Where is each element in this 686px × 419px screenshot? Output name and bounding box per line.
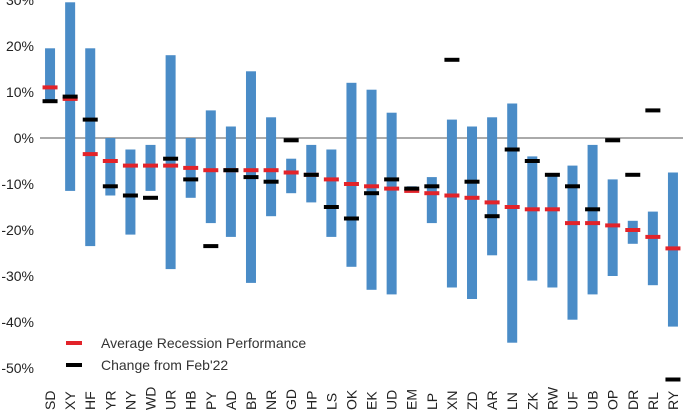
x-tick-label: NY — [122, 390, 138, 410]
x-tick-label: SD — [42, 391, 58, 410]
range-bar-RL — [647, 211, 658, 286]
range-bar-UB — [587, 144, 598, 295]
range-bar-AD — [225, 126, 236, 237]
x-tick-label: UB — [585, 391, 601, 410]
x-tick-label: HP — [303, 391, 319, 410]
range-bar-SD — [45, 48, 56, 102]
range-bar-LN — [507, 103, 518, 343]
range-bar-AR — [487, 117, 498, 256]
x-tick-label: OP — [605, 390, 621, 410]
x-tick-label: AD — [223, 391, 239, 410]
range-bar-WD — [145, 144, 156, 191]
x-tick-label: XY — [62, 391, 78, 410]
range-bar-EK — [366, 89, 377, 290]
x-tick-label: RY — [665, 390, 681, 410]
x-tick-label: LN — [504, 392, 520, 410]
range-bar-UF — [567, 165, 578, 320]
x-tick-label: RL — [645, 392, 661, 410]
y-tick-label: -40% — [1, 314, 34, 330]
x-tick-label: NR — [263, 390, 279, 410]
range-bar-NR — [266, 117, 277, 217]
x-tick-label: OK — [343, 389, 359, 410]
plot-area — [40, 2, 683, 382]
range-bar-DR — [627, 220, 638, 244]
x-tick-label: YR — [102, 391, 118, 410]
x-tick-label: ZK — [524, 391, 540, 410]
x-tick-label: LS — [323, 393, 339, 410]
range-bar-LS — [326, 149, 337, 237]
y-tick-label: -20% — [1, 222, 34, 238]
x-tick-label: HB — [183, 391, 199, 410]
y-tick-label: 20% — [6, 38, 34, 54]
y-tick-label: -10% — [1, 176, 34, 192]
range-bar-LP — [426, 177, 437, 224]
x-tick-label: EM — [404, 389, 420, 410]
x-tick-label: UR — [163, 390, 179, 410]
x-axis: SD XY HF YR NY WD UR HB PY AD BP NR GD HP LS OK EK UD EM LP… — [42, 386, 681, 410]
y-tick-label: 0% — [14, 130, 34, 146]
y-tick-label: 10% — [6, 84, 34, 100]
x-tick-label: XN — [444, 391, 460, 410]
x-tick-label: GD — [283, 389, 299, 410]
legend: Average Recession Performance Change fro… — [66, 335, 306, 373]
range-bar-OP — [607, 179, 618, 276]
range-bar-HF — [85, 48, 96, 247]
x-tick-label: UF — [564, 391, 580, 410]
x-tick-label: AR — [484, 391, 500, 410]
x-tick-label: RW — [544, 386, 560, 410]
legend-label-average: Average Recession Performance — [101, 335, 306, 351]
x-tick-label: UD — [384, 390, 400, 410]
range-bar-XN — [446, 119, 457, 288]
y-tick-label: 30% — [6, 0, 34, 8]
range-bar-NY — [125, 149, 136, 235]
range-bar-PY — [205, 110, 216, 224]
range-bar-YR — [105, 138, 116, 196]
legend-label-change: Change from Feb'22 — [101, 357, 228, 373]
x-tick-label: PY — [203, 391, 219, 410]
y-tick-label: -50% — [1, 360, 34, 376]
range-bar-UD — [386, 112, 397, 295]
x-tick-label: HF — [82, 391, 98, 410]
range-bar-RW — [547, 174, 558, 288]
x-tick-label: LP — [424, 393, 440, 410]
y-tick-label: -30% — [1, 268, 34, 284]
range-bar-GD — [286, 158, 297, 194]
x-tick-label: WD — [143, 387, 159, 410]
range-bar-ZK — [527, 156, 538, 281]
x-tick-label: ZD — [464, 391, 480, 410]
x-tick-label: EK — [364, 391, 380, 410]
range-bar-ZD — [467, 126, 478, 299]
range-bar-UR — [165, 55, 176, 270]
x-tick-label: DR — [625, 390, 641, 410]
x-tick-label: BP — [243, 391, 259, 410]
y-axis: 30% 20% 10% 0% -10% -20% -30% -40% -50% — [1, 0, 34, 376]
range-bar-OK — [346, 82, 357, 267]
